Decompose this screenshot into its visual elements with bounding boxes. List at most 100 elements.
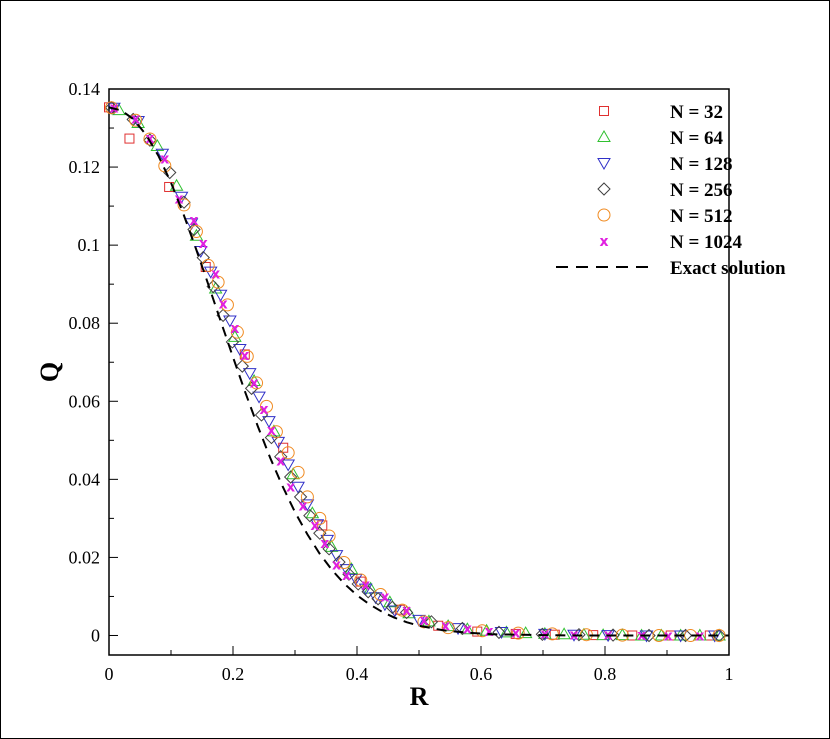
data-point [187,222,201,237]
data-point [223,315,237,328]
data-point [158,159,172,173]
legend: N = 32 N = 64 N = 128 N = 256 N = 512 x N = 10… [556,102,786,279]
data-point: x [211,267,220,283]
x-tick-label: 0.4 [346,664,369,684]
x-tick-label: 0.8 [594,664,617,684]
data-point [455,621,470,636]
series-square [104,102,715,641]
y-tick-label: 0.06 [69,391,101,411]
data-point: x [380,589,389,605]
data-point: x [131,111,140,127]
data-point [242,368,257,381]
series-triangle-up [112,103,726,641]
y-tick-label: 0.12 [69,157,101,177]
series-diamond [104,101,726,643]
data-point [213,289,228,302]
data-point [460,622,475,635]
data-point: x [219,297,228,313]
data-point: x [145,131,154,147]
data-point [572,627,586,642]
data-point [305,506,320,519]
data-point [361,585,375,599]
legend-marker [597,208,611,222]
data-point: x [485,624,494,640]
data-point [264,430,279,445]
data-point: x [267,423,276,439]
data-point [143,132,157,146]
data-point [274,449,288,464]
y-tick-label: 0.02 [69,547,101,567]
series-triangle-down [107,102,722,643]
data-point [203,266,218,279]
data-point: x [250,376,259,392]
legend-label: N = 512 [670,206,733,227]
data-point [174,191,189,204]
data-point [124,133,135,144]
data-point [300,499,315,512]
data-point [385,600,400,615]
series-circle [104,101,726,642]
data-point: x [199,236,208,252]
data-point [281,459,296,472]
legend-label: N = 256 [670,180,733,201]
legend-marker [597,129,611,142]
data-point [395,603,409,617]
x-tick-label: 0.2 [222,664,245,684]
exact-solution-line [108,106,729,637]
data-point [417,615,431,629]
y-axis-title: Q [35,362,64,382]
data-point [337,555,351,569]
legend-label: N = 128 [670,154,733,175]
data-point [545,627,559,641]
y-tick-label: 0.1 [78,235,101,255]
data-point [374,587,388,601]
plot-area [108,88,730,656]
data-point [286,467,301,480]
data-point [259,399,273,413]
data-point [310,519,325,532]
data-point [596,628,611,641]
y-tick-label: 0.04 [69,469,101,489]
data-point: x [441,619,450,635]
data-point [269,425,283,439]
legend-label: N = 64 [670,128,724,149]
data-point [394,604,405,615]
legend-label: N = 1024 [670,232,743,253]
data-point: x [664,628,673,644]
data-point: x [160,151,169,167]
x-tick-label: 0.6 [470,664,493,684]
data-point [225,335,240,349]
data-point: x [511,625,520,641]
data-point: x [332,557,341,573]
legend-marker [597,182,611,196]
data-point [342,567,356,581]
data-point [424,615,439,629]
data-point [283,470,298,484]
legend-label: Exact solution [670,258,786,279]
data-point [399,605,414,620]
data-point [475,624,489,638]
data-point [451,623,465,636]
data-point [615,628,630,641]
data-point [220,298,234,312]
data-point: x [361,578,370,594]
data-point [129,113,143,127]
data-point [492,625,506,640]
data-point [441,621,455,635]
data-point: x [299,498,308,514]
data-point [155,148,170,161]
y-tick-label: 0 [91,625,100,645]
data-point: x [419,613,428,629]
data-point [348,573,363,586]
data-point [235,359,250,373]
data-point [143,133,157,147]
data-point: x [276,454,285,470]
data-point: x [310,518,319,534]
data-point [244,381,259,396]
data-point [320,534,335,547]
data-point [412,614,426,627]
x-tick-label: 0 [105,664,114,684]
data-point: x [342,568,351,584]
